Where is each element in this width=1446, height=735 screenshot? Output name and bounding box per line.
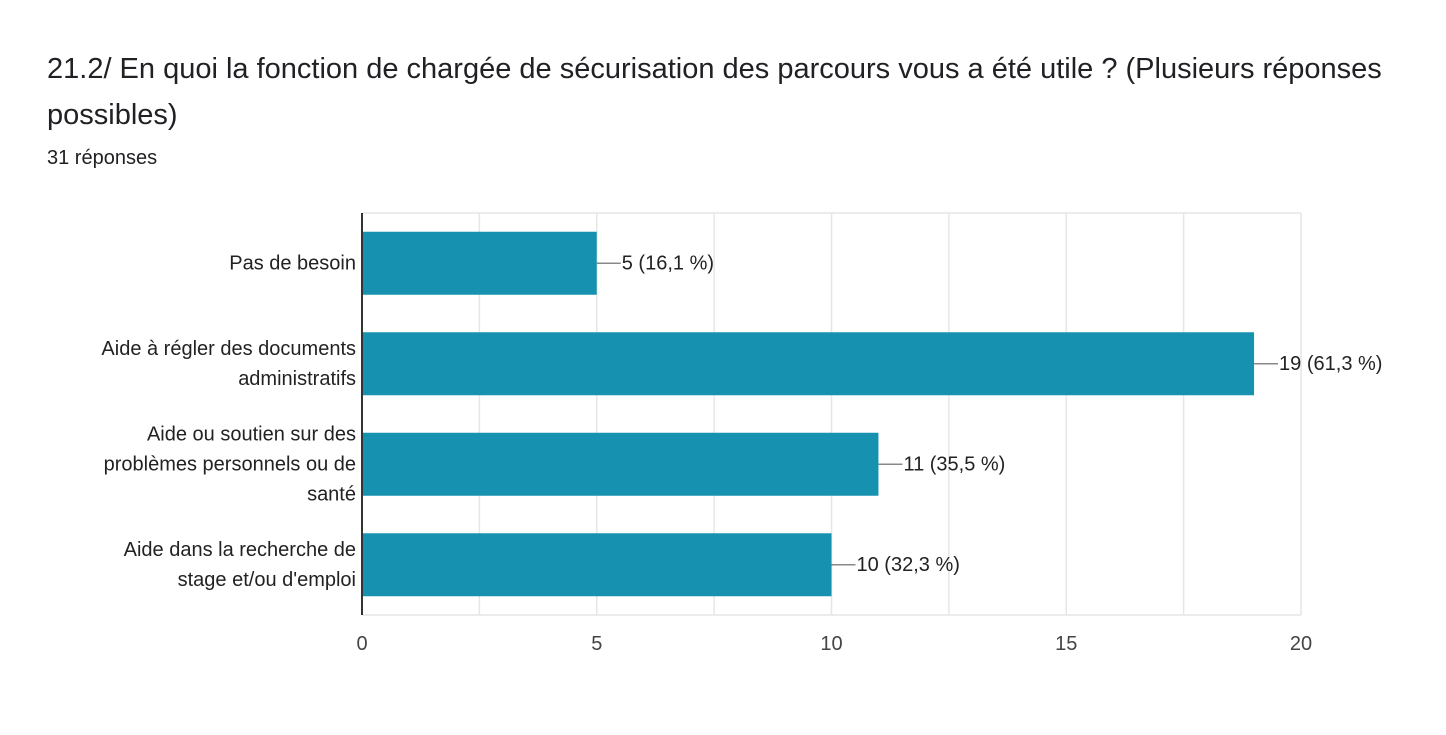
x-tick-label: 0 [356,633,367,655]
category-label: problèmes personnels ou de [104,453,356,475]
bar [362,231,597,295]
bar [362,432,879,496]
data-label: 5 (16,1 %) [622,252,714,274]
category-label: Aide à régler des documents [101,338,356,360]
x-tick-label: 20 [1290,633,1312,655]
x-tick-label: 5 [591,633,602,655]
category-label: stage et/ou d'emploi [178,569,356,591]
category-label: Pas de besoin [229,252,356,274]
data-label: 19 (61,3 %) [1279,353,1382,375]
data-label: 10 (32,3 %) [857,554,960,576]
category-label: santé [307,483,356,505]
bar [362,533,832,597]
x-tick-label: 15 [1055,633,1077,655]
category-label: administratifs [238,368,356,390]
category-label: Aide dans la recherche de [124,539,356,561]
gridlines [362,212,1302,616]
x-tick-label: 10 [820,633,842,655]
bar [362,332,1255,396]
data-label: 11 (35,5 %) [903,453,1005,475]
question-title: 21.2/ En quoi la fonction de chargée de … [47,53,1382,131]
response-count: 31 réponses [47,147,158,169]
category-label: Aide ou soutien sur des [147,423,356,445]
